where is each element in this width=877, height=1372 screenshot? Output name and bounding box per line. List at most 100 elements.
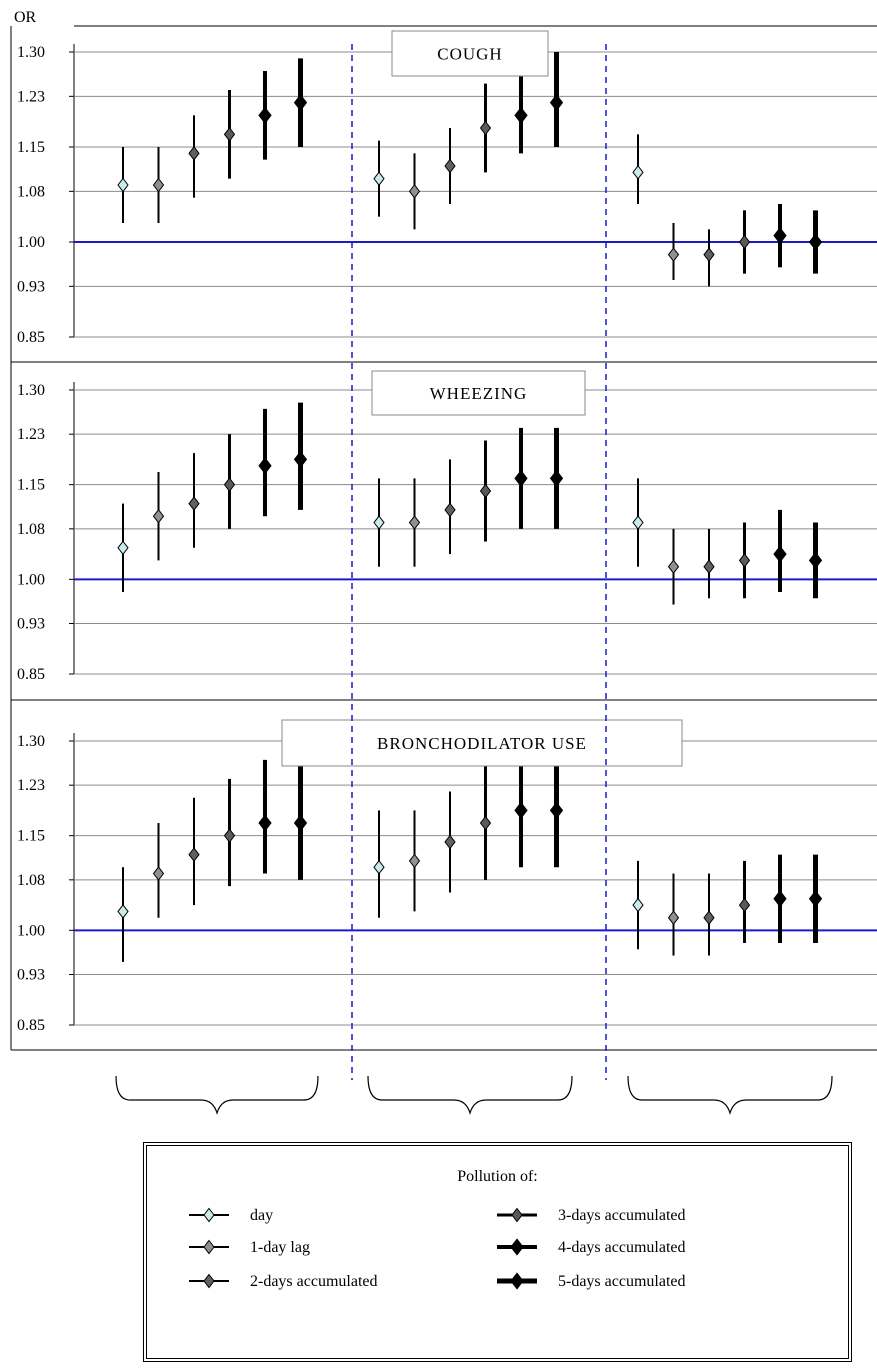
y-tick-label: 0.93 — [17, 616, 45, 633]
legend-label: 4-days accumulated — [558, 1239, 686, 1256]
or-marker — [479, 815, 492, 831]
or-marker — [117, 540, 129, 556]
or-marker — [667, 247, 680, 262]
or-marker — [773, 890, 787, 908]
or-marker — [373, 515, 385, 530]
panel-title-box — [281, 719, 683, 767]
group-brace — [367, 1075, 573, 1116]
or-marker — [152, 866, 165, 881]
or-marker — [223, 127, 236, 142]
y-tick-label: 1.08 — [17, 183, 45, 200]
or-marker — [117, 177, 129, 193]
or-marker — [632, 897, 644, 913]
or-marker — [514, 469, 528, 487]
y-tick-label: 1.08 — [17, 872, 45, 889]
y-tick-label: 1.23 — [17, 426, 45, 443]
or-marker — [514, 801, 528, 820]
legend-label: 1-day lag — [250, 1239, 310, 1256]
legend-marker — [203, 1273, 215, 1289]
or-marker — [373, 859, 385, 875]
panel-title-box — [391, 30, 549, 77]
y-tick-label: 1.30 — [17, 733, 45, 750]
or-marker — [549, 801, 564, 820]
y-tick-label: 0.93 — [17, 278, 45, 295]
legend: Pollution of: day 1-day lag 2-days accumul… — [143, 1142, 852, 1362]
y-tick-label: 1.30 — [17, 44, 45, 61]
or-marker — [444, 502, 456, 518]
legend-label: day — [250, 1207, 273, 1224]
panel-1: 1.30 1.23 1.15 1.08 1.00 0.93 0.85 WHEEZING — [10, 362, 877, 701]
legend-label: 2-days accumulated — [250, 1273, 378, 1290]
or-marker — [667, 910, 680, 926]
or-marker — [188, 496, 200, 511]
y-tick-label: 1.15 — [17, 477, 45, 494]
or-marker — [258, 457, 272, 475]
y-tick-label: 0.85 — [17, 666, 45, 683]
or-marker — [632, 165, 644, 180]
group-dividers — [351, 44, 607, 1080]
or-marker — [738, 234, 751, 250]
or-marker — [408, 515, 421, 530]
or-marker — [703, 247, 715, 262]
or-marker — [188, 847, 200, 862]
legend-marker — [510, 1272, 524, 1290]
or-marker — [549, 469, 564, 487]
legend-label: 5-days accumulated — [558, 1273, 686, 1290]
or-marker — [408, 184, 421, 199]
y-tick-label: 0.85 — [17, 1017, 45, 1034]
panel-title-box — [371, 370, 586, 416]
or-marker — [703, 910, 715, 926]
or-marker — [703, 559, 715, 575]
y-tick-label: 1.15 — [17, 139, 45, 156]
or-marker — [152, 508, 165, 524]
legend-marker — [510, 1238, 524, 1256]
y-tick-label: 0.93 — [17, 967, 45, 984]
legend-title: Pollution of: — [457, 1168, 538, 1185]
y-tick-label: 1.00 — [17, 922, 45, 939]
or-marker — [773, 227, 787, 245]
y-tick-label: 1.00 — [17, 571, 45, 588]
legend-entries: day 1-day lag 2-days accumulated 3-days acc… — [189, 1207, 686, 1290]
y-tick-label: 1.15 — [17, 828, 45, 845]
y-tick-label: 1.00 — [17, 234, 45, 251]
or-marker — [444, 158, 456, 174]
or-marker — [117, 904, 129, 919]
or-marker — [188, 146, 200, 161]
or-marker — [293, 94, 308, 112]
or-marker — [444, 834, 456, 850]
or-marker — [373, 171, 385, 186]
y-tick-label: 1.30 — [17, 382, 45, 399]
group-brace — [115, 1075, 319, 1116]
or-marker — [738, 897, 751, 913]
or-marker — [258, 814, 272, 832]
or-marker — [738, 553, 751, 568]
or-marker — [773, 545, 787, 563]
legend-marker — [511, 1207, 523, 1223]
y-tick-label: 0.85 — [17, 329, 45, 346]
panel-title: WHEEZING — [430, 384, 528, 403]
legend-marker — [203, 1207, 215, 1223]
or-marker — [293, 450, 308, 469]
legend-label: 3-days accumulated — [558, 1207, 686, 1224]
or-marker — [223, 477, 236, 492]
panel-title: BRONCHODILATOR USE — [377, 734, 587, 753]
or-marker — [667, 559, 680, 575]
panel-0: 1.30 1.23 1.15 1.08 1.00 0.93 0.85 COUGH — [10, 26, 877, 363]
or-marker — [223, 828, 236, 843]
y-axis-label: OR — [14, 9, 37, 26]
or-marker — [808, 233, 823, 251]
or-marker — [632, 515, 644, 530]
panel-2: 1.30 1.23 1.15 1.08 1.00 0.93 0.85 BRONCHODILAT… — [10, 700, 877, 1051]
y-tick-label: 1.08 — [17, 521, 45, 538]
or-marker — [479, 483, 492, 499]
panel-title: COUGH — [437, 45, 502, 64]
or-marker — [808, 890, 823, 908]
y-tick-label: 1.23 — [17, 88, 45, 105]
or-marker — [293, 814, 308, 832]
or-marker — [808, 551, 823, 570]
or-marker — [152, 177, 165, 193]
panels-layer: 1.30 1.23 1.15 1.08 1.00 0.93 0.85 COUGH 1.30 1.2… — [10, 26, 877, 1051]
or-marker — [258, 106, 272, 124]
or-marker — [479, 120, 492, 136]
